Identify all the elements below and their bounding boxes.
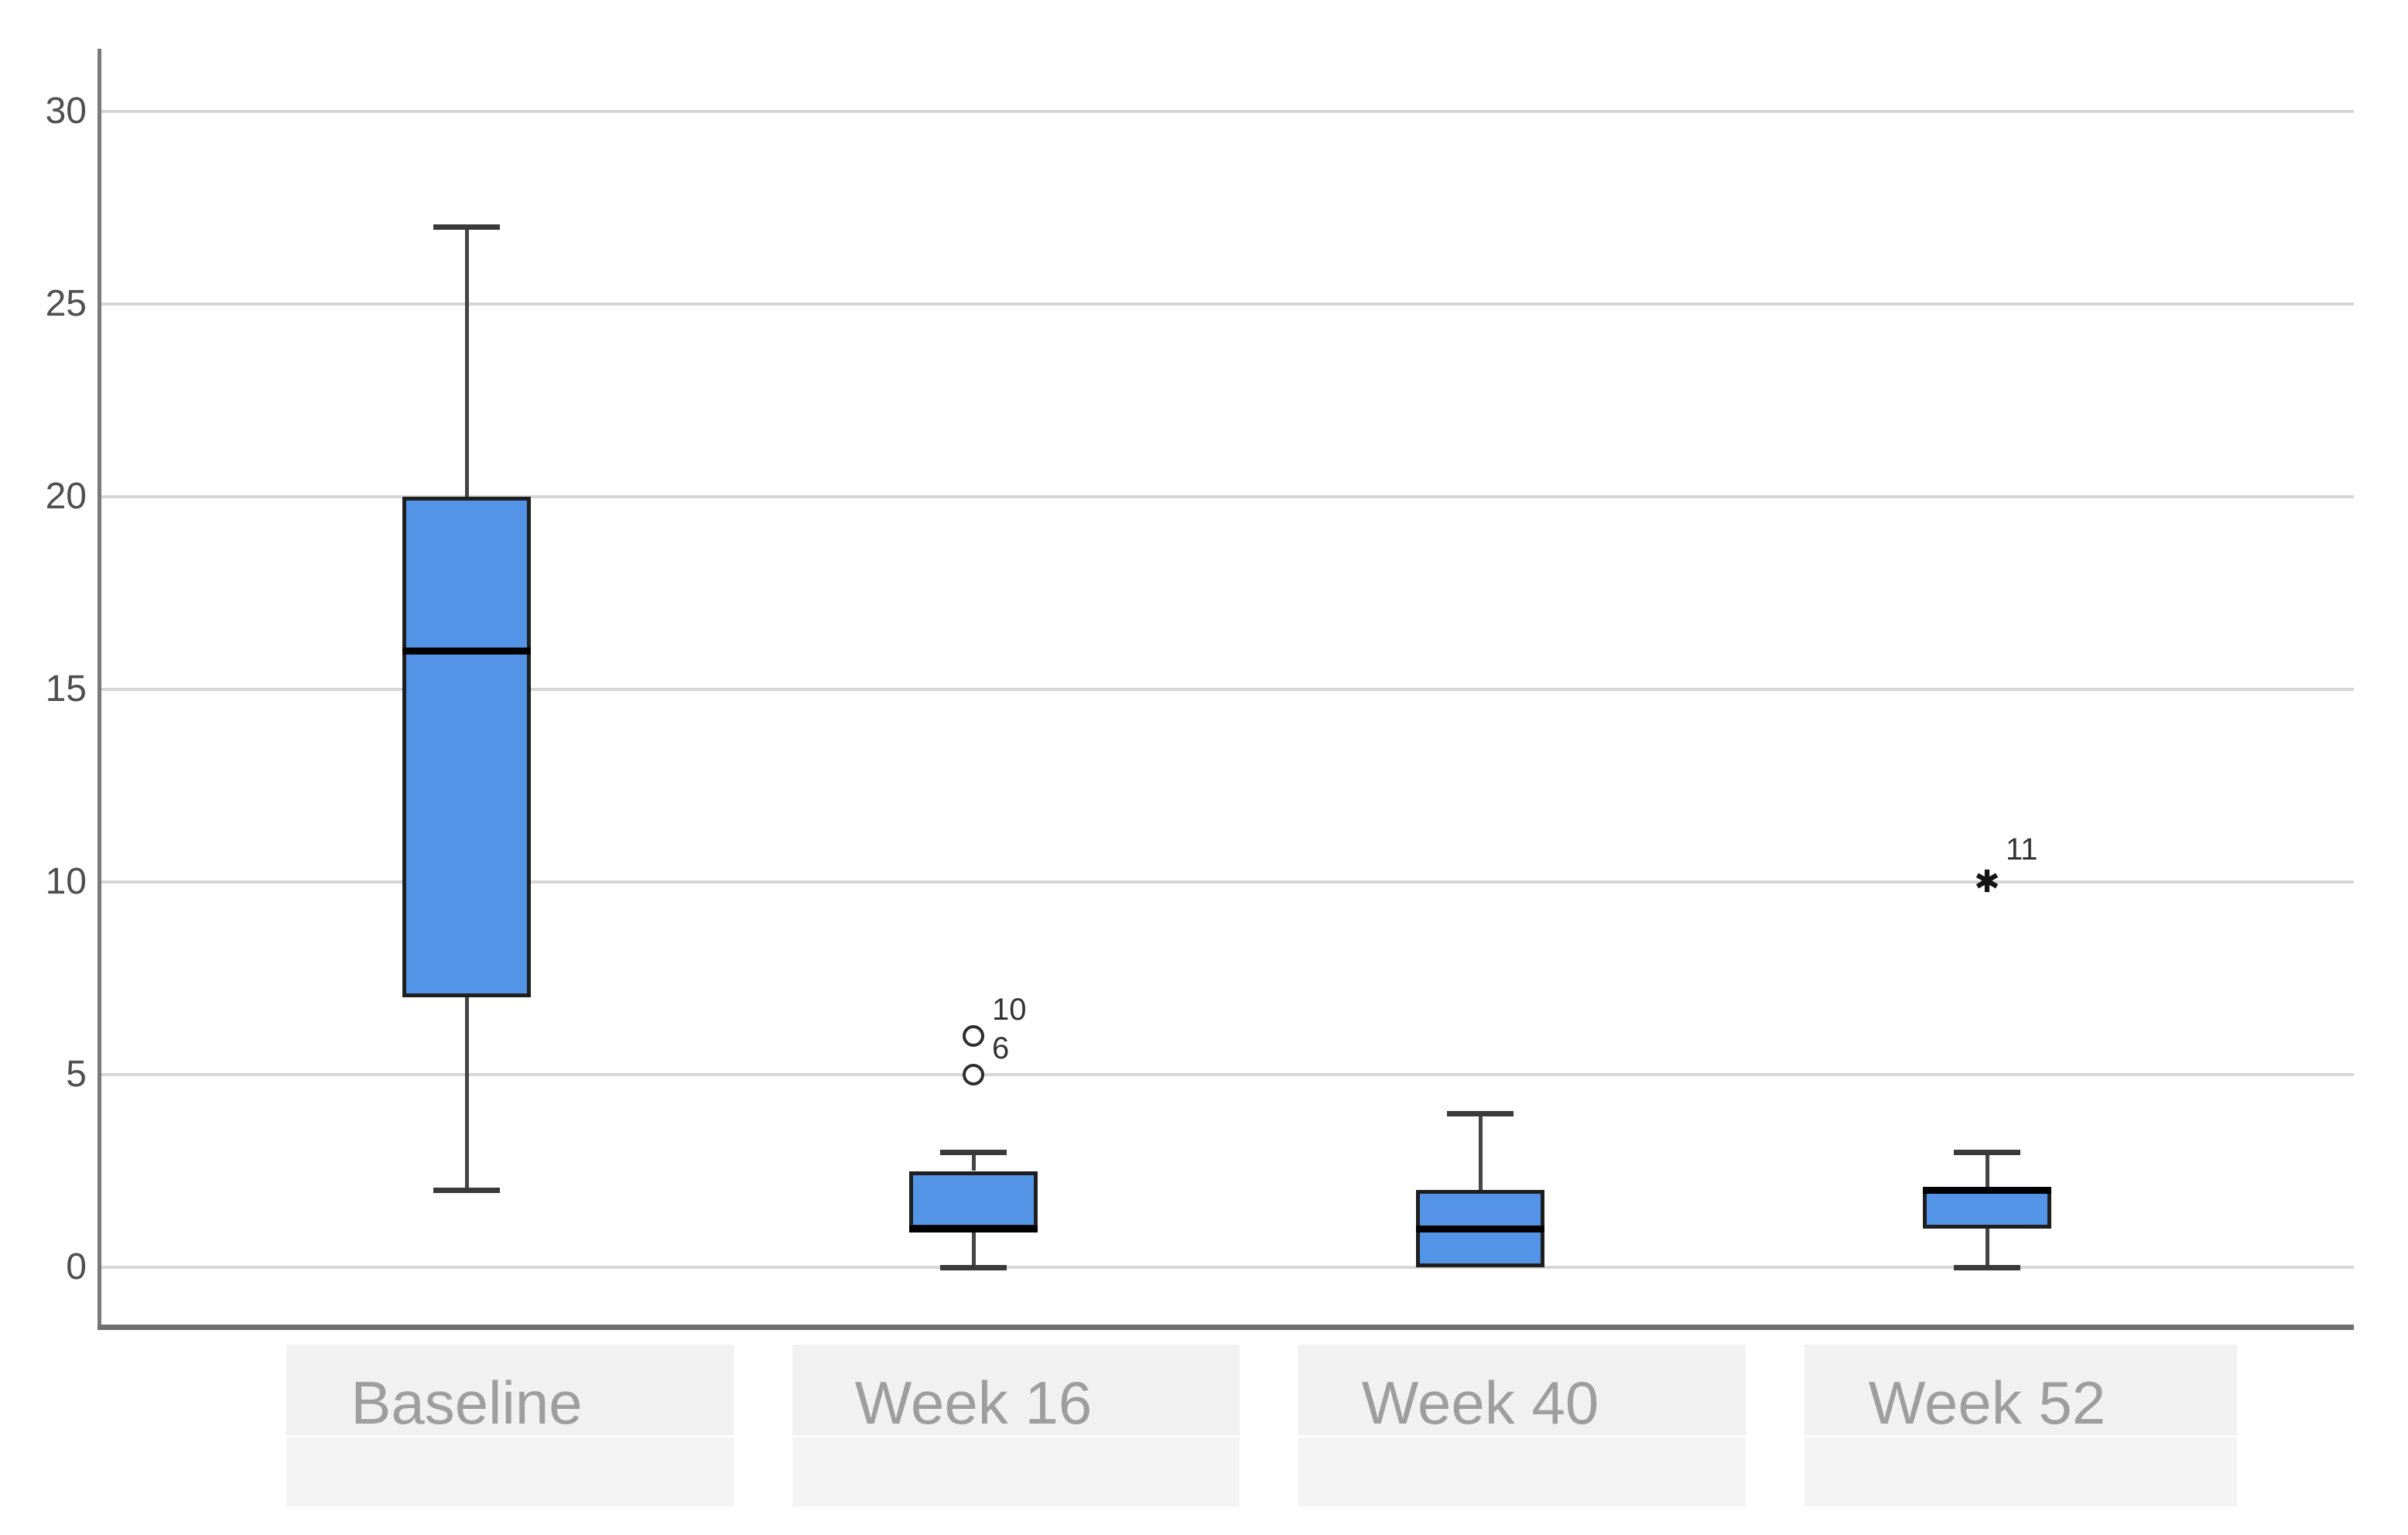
y-gridline [99, 688, 2354, 691]
category-band-lower [1804, 1438, 2237, 1506]
y-gridline [99, 880, 2354, 884]
y-tick-label: 10 [45, 861, 87, 902]
iqr-box [402, 497, 531, 998]
y-tick-label: 5 [66, 1054, 87, 1095]
whisker-upper-stem [972, 1151, 976, 1171]
y-tick-label: 30 [45, 91, 87, 132]
y-tick-label: 0 [66, 1246, 87, 1287]
iqr-box [1923, 1190, 2051, 1229]
outlier-case-label: 11 [2006, 832, 2038, 867]
y-tick-label: 25 [45, 283, 87, 324]
whisker-upper-stem [465, 227, 469, 497]
category-label-band [1804, 1345, 2237, 1435]
category-label: Week 52 [1868, 1369, 2106, 1437]
y-axis-line [97, 49, 101, 1330]
category-label-band [792, 1345, 1240, 1435]
whisker-upper-cap [1447, 1110, 1514, 1116]
whisker-upper-cap [433, 224, 500, 231]
whisker-lower-stem [465, 997, 469, 1191]
category-band-lower [792, 1438, 1240, 1506]
whisker-lower-stem [972, 1229, 976, 1267]
category-label: Week 40 [1361, 1369, 1599, 1437]
category-label-band [1298, 1345, 1746, 1435]
whisker-lower-stem [1986, 1229, 1989, 1267]
outlier-circle-marker [963, 1025, 984, 1048]
y-gridline [99, 495, 2354, 498]
whisker-upper-cap [940, 1149, 1007, 1155]
iqr-box [909, 1171, 1038, 1229]
whisker-lower-cap [940, 1265, 1007, 1270]
outlier-circle-marker [963, 1064, 984, 1085]
outlier-case-label: 10 [992, 993, 1027, 1027]
y-tick-label: 20 [45, 476, 87, 517]
y-gridline [99, 110, 2354, 113]
y-gridline [99, 1266, 2354, 1269]
median-line [402, 648, 531, 655]
y-tick-label: 15 [45, 668, 87, 709]
category-band-lower [1298, 1438, 1746, 1506]
median-line [1923, 1187, 2051, 1195]
category-label: Baseline [351, 1369, 583, 1437]
whisker-upper-stem [1986, 1151, 1989, 1191]
category-label: Week 16 [854, 1369, 1093, 1437]
y-gridline [99, 1073, 2354, 1076]
y-gridline [99, 303, 2354, 306]
whisker-upper-stem [1479, 1113, 1483, 1191]
category-band-lower [286, 1438, 734, 1506]
whisker-lower-cap [433, 1188, 500, 1194]
outlier-case-label: 6 [992, 1031, 1010, 1065]
whisker-upper-cap [1954, 1149, 2020, 1155]
median-line [1416, 1226, 1544, 1233]
x-axis-line [97, 1325, 2354, 1330]
whisker-lower-cap [1954, 1265, 2020, 1270]
category-label-band [286, 1345, 734, 1435]
extreme-outlier-star-marker: ✱ [1974, 865, 2000, 899]
median-line [909, 1226, 1038, 1233]
